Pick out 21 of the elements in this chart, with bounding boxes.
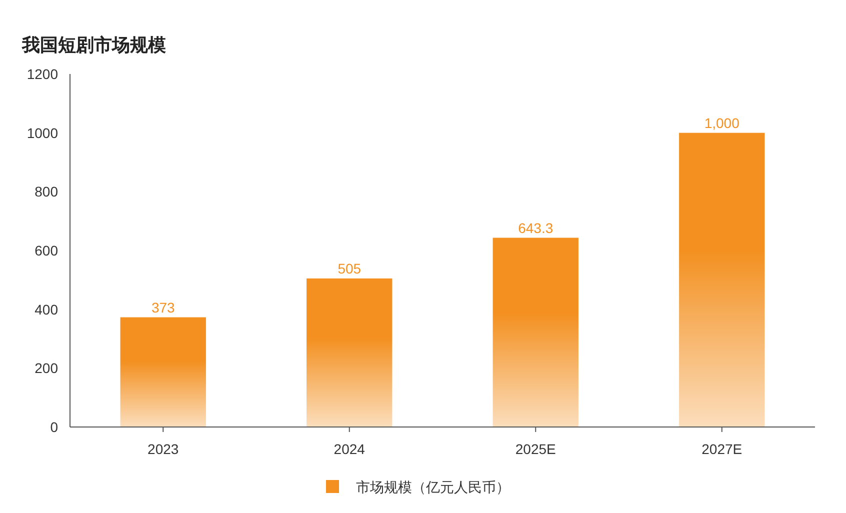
x-tick-label: 2023 bbox=[148, 441, 179, 457]
y-tick-label: 1000 bbox=[26, 124, 58, 141]
bar bbox=[679, 132, 765, 427]
bar bbox=[306, 278, 392, 427]
y-tick-label: 0 bbox=[50, 419, 58, 435]
legend-label: 市场规模（亿元人民币） bbox=[356, 479, 510, 495]
y-tick-label: 400 bbox=[34, 301, 58, 318]
x-tick-label: 2025E bbox=[515, 441, 556, 457]
chart-title: 我国短剧市场规模 bbox=[21, 35, 166, 55]
y-tick-label: 800 bbox=[34, 184, 58, 200]
data-label: 505 bbox=[338, 260, 362, 276]
x-tick-label: 2024 bbox=[334, 441, 366, 457]
data-label: 643.3 bbox=[518, 220, 554, 236]
data-label: 1,000 bbox=[704, 114, 740, 131]
x-tick-label: 2027E bbox=[702, 441, 742, 457]
bar bbox=[120, 317, 206, 427]
bar bbox=[492, 238, 578, 427]
data-label: 373 bbox=[151, 299, 176, 316]
y-tick-label: 200 bbox=[34, 360, 58, 376]
y-tick-label: 1200 bbox=[26, 66, 58, 82]
y-tick-label: 600 bbox=[34, 242, 58, 258]
